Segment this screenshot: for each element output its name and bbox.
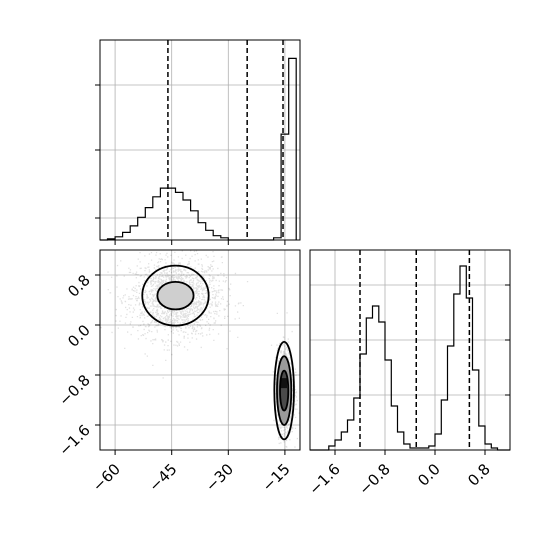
density-peak <box>280 378 287 389</box>
histogram-steps <box>310 265 510 451</box>
panel-frame <box>309 249 511 451</box>
y-tick-label: 0.8 <box>64 271 94 301</box>
histogram-steps <box>100 57 297 241</box>
x-tick-label: −0.8 <box>355 460 393 498</box>
y-tick-label: −0.8 <box>55 371 93 409</box>
density-fill <box>157 281 194 310</box>
joint-density-scatter: −60 −45 −30 −15 −1.6 −0.8 0.0 0.8 <box>55 249 301 495</box>
density-contour <box>276 355 293 426</box>
x-parameter-histogram <box>95 39 301 245</box>
y-parameter-histogram: −1.6 −0.8 0.0 0.8 <box>305 249 511 499</box>
scatter-points <box>100 250 300 450</box>
y-tick-label: −1.6 <box>55 421 93 459</box>
panel-frame <box>99 249 301 451</box>
x-tick-label: −60 <box>89 460 124 495</box>
panel-frame <box>99 39 301 241</box>
x-tick-label: −45 <box>145 460 180 495</box>
density-contour <box>141 264 210 327</box>
x-tick-label: −15 <box>259 460 294 495</box>
x-tick-label: 0.8 <box>464 460 494 490</box>
density-contour <box>273 340 295 441</box>
density-contour <box>279 369 290 412</box>
x-tick-label: 0.0 <box>414 460 444 490</box>
scatter-area <box>100 250 300 450</box>
density-contour <box>156 280 195 311</box>
y-tick-label: 0.0 <box>64 321 94 351</box>
x-tick-label: −30 <box>202 460 237 495</box>
x-tick-label: −1.6 <box>305 460 343 498</box>
